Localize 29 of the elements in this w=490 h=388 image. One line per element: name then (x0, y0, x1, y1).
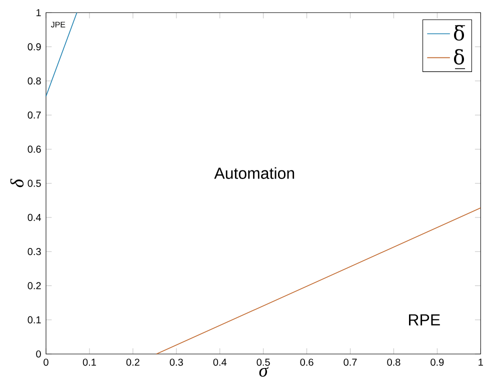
y-tick-label: 0.6 (28, 146, 41, 153)
y-tick-label: 0.7 (28, 112, 41, 119)
legend-label: δ̅ (454, 25, 466, 41)
x-tick-label: 0.8 (387, 358, 400, 366)
y-tick-label: 0.2 (28, 282, 41, 290)
legend-label: δ̲ (454, 49, 466, 70)
x-tick-label: 0.1 (82, 358, 96, 366)
y-tick-label: 1 (36, 9, 41, 16)
y-axis-title: δ (10, 178, 24, 188)
annotation: JPE (50, 22, 66, 28)
y-tick-label: 0.4 (28, 214, 41, 221)
y-tick-label: 0.8 (28, 77, 41, 84)
annotation: Automation (214, 167, 294, 179)
y-tick-label: 0.3 (28, 248, 41, 256)
annotation: RPE (409, 314, 440, 326)
x-tick-label: 0.3 (170, 358, 183, 366)
y-tick-label: 0.5 (28, 180, 41, 187)
x-tick-label: 0.9 (430, 358, 444, 366)
y-tick-label: 0.1 (28, 316, 41, 324)
x-tick-label: 0.4 (213, 358, 227, 366)
x-tick-label: 0.2 (126, 358, 140, 366)
x-tick-label: 0.6 (300, 358, 314, 366)
x-tick-label: 0.5 (256, 358, 270, 366)
x-tick-label: 0.7 (344, 358, 357, 366)
y-tick-label: 0 (36, 350, 41, 358)
x-tick-label: 0 (44, 358, 48, 366)
x-tick-label: 1 (478, 358, 483, 366)
y-tick-label: 0.9 (28, 43, 41, 50)
x-axis-title: σ (259, 366, 269, 377)
